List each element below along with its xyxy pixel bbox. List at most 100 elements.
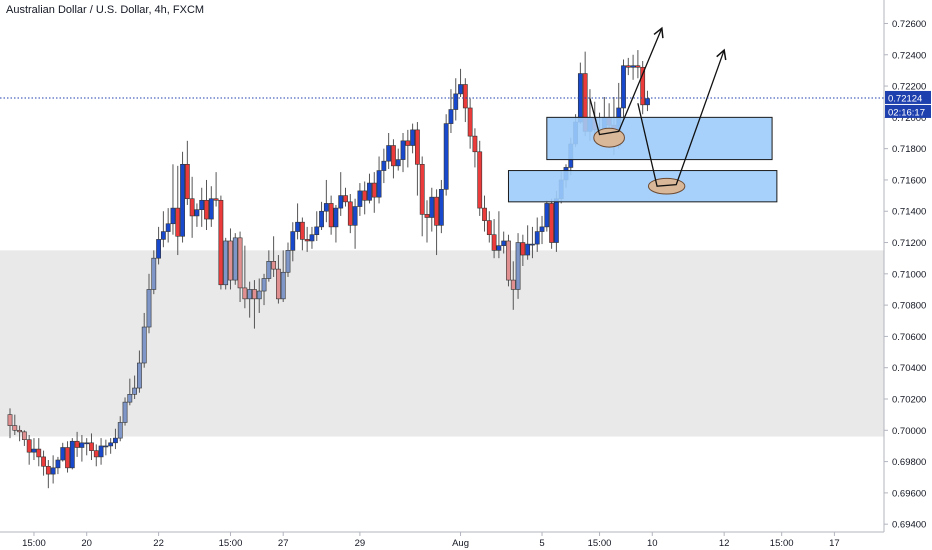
- candle: [36, 438, 42, 467]
- candle: [232, 233, 238, 285]
- candle-body: [395, 159, 401, 167]
- candle: [410, 123, 416, 154]
- candle-body: [223, 240, 229, 286]
- candle-body: [26, 439, 32, 453]
- candle: [285, 242, 291, 277]
- candle: [261, 273, 267, 306]
- candle: [395, 148, 401, 171]
- candle-body: [228, 240, 233, 281]
- candle: [381, 148, 387, 184]
- candle-body: [309, 234, 315, 242]
- candle-body: [74, 440, 80, 448]
- candle-body: [343, 195, 348, 203]
- candle: [621, 59, 626, 121]
- y-tick-label: 0.69400: [892, 520, 926, 531]
- candle-body: [630, 65, 636, 68]
- candle-body: [367, 182, 372, 201]
- candle-body: [65, 447, 70, 469]
- projection-arrowhead: [653, 26, 664, 39]
- demand-zone-box: [507, 170, 778, 203]
- y-tick-label: 0.71400: [892, 207, 926, 218]
- candle-body: [132, 387, 138, 395]
- y-tick-label: 0.69800: [892, 457, 926, 468]
- candle-body: [438, 189, 444, 226]
- candle-body: [645, 98, 650, 106]
- candle: [12, 414, 18, 435]
- projection-arrowhead: [716, 48, 727, 61]
- x-tick-label: 15:00: [219, 538, 243, 549]
- candle: [199, 187, 205, 227]
- candle: [17, 425, 22, 442]
- candle: [415, 122, 420, 196]
- candle-body: [41, 456, 46, 467]
- candle-body: [21, 431, 27, 440]
- candle-body: [141, 326, 147, 364]
- x-tick-label: 15:00: [770, 538, 794, 549]
- candle: [165, 208, 171, 243]
- candle: [419, 156, 425, 237]
- candle-body: [208, 198, 214, 220]
- y-tick-label: 0.71600: [892, 175, 926, 186]
- candle: [208, 186, 214, 227]
- x-tick-label: 10: [647, 538, 658, 549]
- candle-body: [7, 414, 13, 426]
- candle: [577, 62, 583, 124]
- candle-body: [338, 195, 344, 209]
- candle-body: [165, 223, 171, 232]
- candle-body: [170, 207, 176, 225]
- candle: [486, 211, 492, 243]
- candle: [247, 281, 253, 318]
- candle: [160, 211, 166, 248]
- y-tick-label: 0.72600: [892, 19, 926, 30]
- candle-body: [625, 65, 631, 68]
- x-tick-label: Aug: [452, 538, 469, 549]
- candle: [496, 211, 502, 259]
- candle-body: [151, 257, 157, 290]
- candle-body: [295, 221, 300, 232]
- x-tick-label: 17: [829, 538, 840, 549]
- y-tick-label: 0.72400: [892, 50, 926, 61]
- candle: [467, 98, 473, 149]
- candle-body: [515, 242, 521, 290]
- candle: [510, 261, 516, 310]
- candle-body: [501, 240, 507, 246]
- candle: [194, 203, 200, 227]
- candle: [223, 237, 229, 290]
- candle: [491, 219, 497, 259]
- candle-body: [525, 243, 531, 256]
- candle: [347, 194, 353, 234]
- candle-body: [314, 226, 320, 236]
- candle: [429, 187, 435, 232]
- candle: [98, 438, 104, 465]
- candle: [534, 217, 540, 252]
- candle: [69, 438, 75, 470]
- y-tick-label: 0.70400: [892, 363, 926, 374]
- candle-body: [530, 243, 535, 246]
- y-tick-label: 0.70800: [892, 301, 926, 312]
- candle: [127, 378, 133, 406]
- candle: [79, 434, 85, 462]
- candle-body: [285, 250, 291, 273]
- candle-body: [319, 210, 324, 228]
- annotations: [507, 26, 778, 203]
- candle: [506, 234, 511, 287]
- candle-body: [405, 140, 411, 146]
- candle-body: [127, 394, 133, 403]
- x-tick-label: 20: [81, 538, 92, 549]
- y-tick-label: 0.71000: [892, 269, 926, 280]
- candle-body: [103, 445, 109, 448]
- candle: [501, 231, 507, 254]
- candle-body: [180, 163, 185, 237]
- candle-body: [496, 245, 502, 251]
- candle: [640, 61, 646, 115]
- candle-body: [347, 201, 353, 226]
- countdown-label: 02:16:17: [888, 107, 925, 118]
- candle-body: [266, 261, 272, 279]
- candle-body: [371, 182, 377, 198]
- candle: [122, 397, 128, 426]
- candle-body: [467, 107, 473, 137]
- candle-body: [554, 198, 559, 243]
- candle-body: [194, 209, 200, 217]
- candle: [630, 54, 636, 80]
- x-tick-label: 29: [355, 538, 366, 549]
